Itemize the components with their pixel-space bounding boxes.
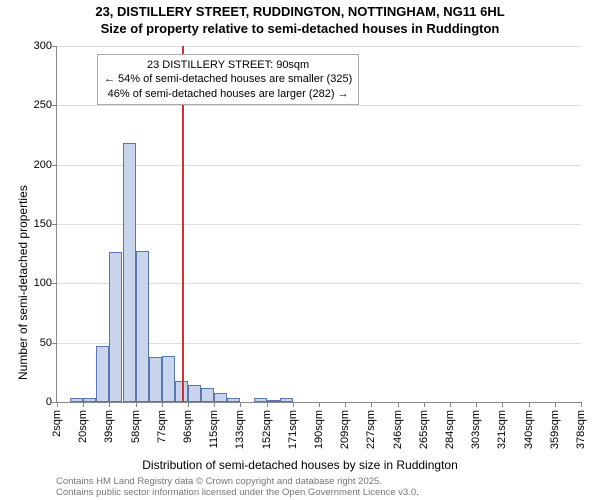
histogram-bar — [123, 143, 136, 402]
x-tick-mark — [57, 402, 58, 407]
x-tick-label: 133sqm — [234, 410, 246, 449]
x-tick-mark — [581, 402, 582, 407]
gridline — [57, 224, 581, 225]
y-tick-mark — [52, 46, 57, 47]
histogram-bar — [214, 393, 227, 402]
x-tick-mark — [136, 402, 137, 407]
histogram-bar — [254, 398, 267, 402]
x-tick-label: 190sqm — [313, 410, 325, 449]
y-tick-mark — [52, 343, 57, 344]
x-tick-label: 152sqm — [261, 410, 273, 449]
x-tick-label: 284sqm — [444, 410, 456, 449]
y-tick-label: 0 — [12, 396, 52, 408]
x-tick-label: 265sqm — [418, 410, 430, 449]
x-tick-mark — [162, 402, 163, 407]
x-tick-mark — [109, 402, 110, 407]
x-tick-mark — [371, 402, 372, 407]
y-tick-label: 150 — [12, 218, 52, 230]
x-tick-mark — [83, 402, 84, 407]
x-tick-mark — [398, 402, 399, 407]
x-tick-label: 96sqm — [182, 410, 194, 443]
x-tick-label: 227sqm — [365, 410, 377, 449]
histogram-bar — [267, 400, 280, 402]
gridline — [57, 105, 581, 106]
y-tick-mark — [52, 105, 57, 106]
annotation-line-2: ← 54% of semi-detached houses are smalle… — [104, 72, 352, 86]
x-tick-label: 20sqm — [77, 410, 89, 443]
histogram-bar — [149, 357, 162, 402]
x-tick-label: 58sqm — [130, 410, 142, 443]
y-tick-mark — [52, 224, 57, 225]
gridline — [57, 165, 581, 166]
histogram-bar — [109, 252, 122, 402]
x-tick-mark — [293, 402, 294, 407]
histogram-bar — [201, 388, 214, 402]
histogram-bar — [70, 398, 83, 402]
footer-line-2: Contains public sector information licen… — [56, 487, 419, 498]
x-tick-label: 209sqm — [339, 410, 351, 449]
x-tick-mark — [240, 402, 241, 407]
x-tick-label: 246sqm — [392, 410, 404, 449]
x-tick-label: 39sqm — [103, 410, 115, 443]
annotation-line-3: 46% of semi-detached houses are larger (… — [104, 87, 352, 101]
x-tick-label: 378sqm — [575, 410, 587, 449]
x-tick-label: 340sqm — [523, 410, 535, 449]
annotation-box: 23 DISTILLERY STREET: 90sqm ← 54% of sem… — [97, 54, 359, 105]
annotation-line-1: 23 DISTILLERY STREET: 90sqm — [104, 58, 352, 72]
histogram-bar — [280, 398, 293, 402]
x-tick-label: 359sqm — [549, 410, 561, 449]
footer-attribution: Contains HM Land Registry data © Crown c… — [56, 476, 419, 499]
y-tick-mark — [52, 283, 57, 284]
x-tick-label: 303sqm — [470, 410, 482, 449]
x-tick-label: 77sqm — [156, 410, 168, 443]
x-tick-mark — [319, 402, 320, 407]
y-tick-label: 300 — [12, 40, 52, 52]
y-tick-label: 200 — [12, 159, 52, 171]
footer-line-1: Contains HM Land Registry data © Crown c… — [56, 476, 419, 487]
histogram-bar — [227, 398, 240, 402]
x-tick-mark — [502, 402, 503, 407]
y-tick-label: 100 — [12, 277, 52, 289]
x-tick-mark — [555, 402, 556, 407]
gridline — [57, 46, 581, 47]
y-tick-label: 50 — [12, 337, 52, 349]
x-tick-label: 2sqm — [51, 410, 63, 437]
y-tick-mark — [52, 165, 57, 166]
x-tick-mark — [529, 402, 530, 407]
histogram-bar — [83, 398, 96, 402]
plot-area: 23 DISTILLERY STREET: 90sqm ← 54% of sem… — [56, 46, 581, 403]
histogram-bar — [162, 356, 175, 402]
chart-container: 23, DISTILLERY STREET, RUDDINGTON, NOTTI… — [0, 0, 600, 500]
x-tick-mark — [267, 402, 268, 407]
x-tick-mark — [345, 402, 346, 407]
title-line-2: Size of property relative to semi-detach… — [0, 21, 600, 38]
x-tick-mark — [188, 402, 189, 407]
x-axis-label: Distribution of semi-detached houses by … — [0, 458, 600, 472]
y-tick-label: 250 — [12, 99, 52, 111]
title-line-1: 23, DISTILLERY STREET, RUDDINGTON, NOTTI… — [0, 4, 600, 21]
x-tick-label: 321sqm — [496, 410, 508, 449]
x-tick-mark — [214, 402, 215, 407]
x-tick-mark — [424, 402, 425, 407]
histogram-bar — [96, 346, 109, 402]
x-tick-mark — [476, 402, 477, 407]
x-tick-label: 115sqm — [208, 410, 220, 448]
x-tick-mark — [450, 402, 451, 407]
x-tick-label: 171sqm — [287, 410, 299, 449]
histogram-bar — [136, 251, 149, 402]
histogram-bar — [188, 385, 201, 402]
title-block: 23, DISTILLERY STREET, RUDDINGTON, NOTTI… — [0, 0, 600, 38]
